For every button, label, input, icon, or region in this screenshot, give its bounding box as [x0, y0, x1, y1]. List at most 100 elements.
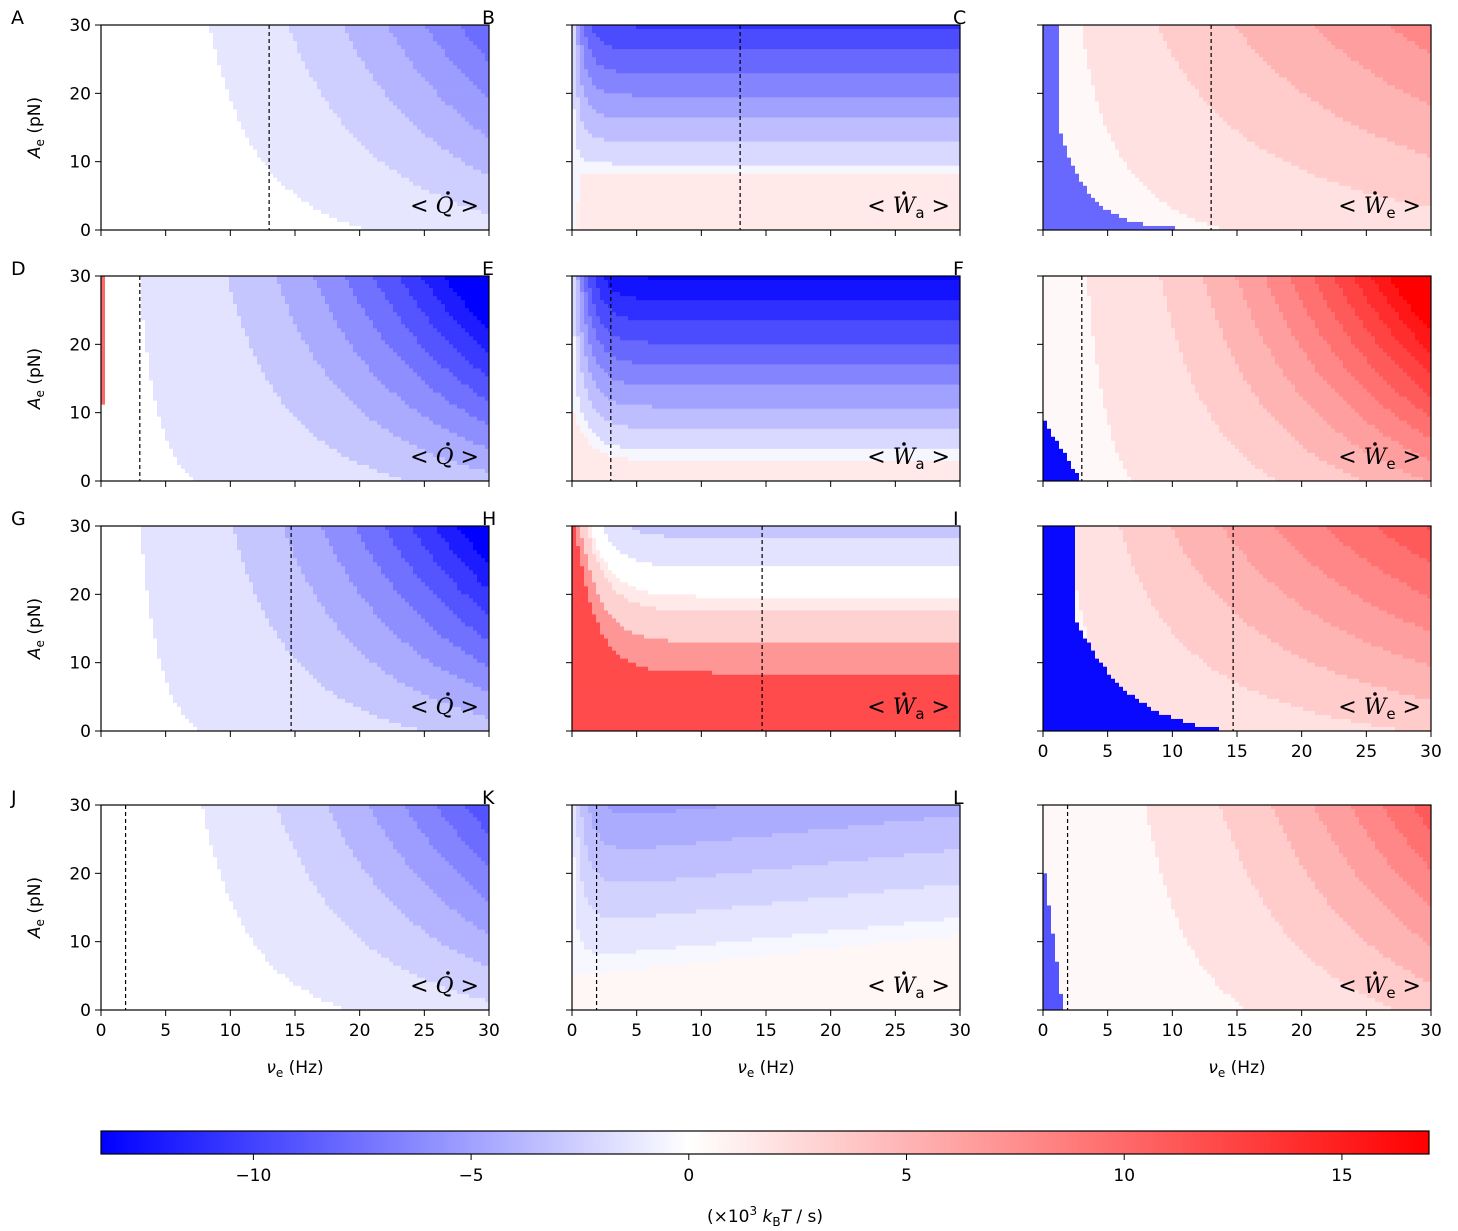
heatmap-cell [289, 217, 294, 223]
heatmap-cell [193, 41, 198, 46]
heatmap-cell [121, 225, 126, 230]
heatmap-cell [333, 69, 338, 74]
heatmap-cell [353, 169, 358, 175]
heatmap-cell [429, 181, 434, 187]
heatmap-cell [349, 165, 354, 171]
heatmap-cell [281, 161, 286, 167]
heatmap-cell [193, 57, 198, 62]
heatmap-cell [205, 165, 210, 171]
heatmap-cell [193, 173, 198, 179]
heatmap-cell [109, 205, 114, 211]
heatmap-cell [285, 69, 290, 74]
heatmap-cell [289, 81, 294, 86]
heatmap-cell [369, 53, 374, 58]
heatmap-cell [209, 153, 214, 159]
heatmap-cell [461, 73, 466, 78]
heatmap-cell [177, 49, 182, 54]
heatmap-cell [373, 197, 378, 203]
heatmap-cell [221, 205, 226, 211]
heatmap-cell [477, 41, 482, 46]
heatmap-cell [269, 73, 274, 78]
heatmap-cell [333, 89, 338, 94]
heatmap-cell [333, 53, 338, 58]
heatmap-cell [245, 41, 250, 46]
heatmap-cell [341, 141, 346, 147]
heatmap-cell [233, 193, 238, 199]
heatmap-cell [453, 49, 458, 54]
heatmap-cell [377, 153, 382, 159]
heatmap-cell [353, 61, 358, 66]
heatmap-cell [285, 133, 290, 139]
heatmap-cell [413, 125, 418, 131]
heatmap-cell [413, 197, 418, 203]
heatmap-cell [373, 37, 378, 42]
heatmap-cell [469, 129, 474, 135]
heatmap-cell [397, 225, 402, 230]
heatmap-cell [249, 161, 254, 167]
heatmap-cell [105, 173, 110, 179]
heatmap-cell [572, 113, 577, 119]
heatmap-cell [245, 29, 250, 34]
heatmap-cell [345, 129, 350, 135]
heatmap-cell [133, 185, 138, 191]
heatmap-cell [289, 221, 294, 227]
heatmap-cell [213, 53, 218, 58]
heatmap-cell [353, 189, 358, 195]
heatmap-cell [149, 201, 154, 207]
heatmap-cell [405, 101, 410, 106]
heatmap-cell [173, 209, 178, 215]
heatmap-cell [237, 113, 242, 119]
heatmap-cell [233, 157, 238, 163]
heatmap-cell [481, 209, 486, 215]
heatmap-cell [313, 209, 318, 215]
heatmap-cell [477, 221, 482, 227]
heatmap-cell [393, 153, 398, 159]
heatmap-cell [389, 193, 394, 199]
heatmap-cell [469, 121, 474, 127]
heatmap-cell [213, 217, 218, 223]
heatmap-cell [157, 109, 162, 115]
heatmap-cell [477, 65, 482, 70]
heatmap-cell [129, 149, 134, 155]
heatmap-cell [417, 149, 422, 155]
heatmap-cell [425, 149, 430, 155]
heatmap-cell [445, 205, 450, 211]
heatmap-cell [465, 137, 470, 143]
heatmap-cell [361, 69, 366, 74]
heatmap-cell [289, 141, 294, 147]
heatmap-cell [173, 197, 178, 203]
heatmap-cell [233, 25, 238, 30]
heatmap-cell [233, 81, 238, 86]
heatmap-cell [189, 153, 194, 159]
heatmap-cell [133, 93, 138, 98]
heatmap-cell [153, 89, 158, 94]
heatmap-cell [453, 189, 458, 195]
heatmap-cell [233, 101, 238, 106]
heatmap-cell [377, 177, 382, 183]
heatmap-cell [437, 213, 442, 219]
heatmap-cell [405, 149, 410, 155]
heatmap-cell [197, 37, 202, 42]
heatmap-cell [285, 141, 290, 147]
heatmap-cell [445, 49, 450, 54]
heatmap-cell [309, 117, 314, 123]
heatmap-cell [225, 205, 230, 211]
heatmap-cell [293, 129, 298, 135]
heatmap-cell [301, 205, 306, 211]
heatmap-cell [317, 209, 322, 215]
heatmap-cell [325, 121, 330, 127]
heatmap-cell [477, 69, 482, 74]
heatmap-cell [393, 217, 398, 223]
heatmap-cell [205, 221, 210, 227]
heatmap-cell [349, 201, 354, 207]
heatmap-cell [113, 69, 118, 74]
heatmap-cell [389, 165, 394, 171]
heatmap-cell [441, 101, 446, 106]
heatmap-cell [137, 57, 142, 62]
heatmap-cell [109, 149, 114, 155]
heatmap-cell [193, 69, 198, 74]
heatmap-cell [417, 109, 422, 115]
heatmap-cell [433, 177, 438, 183]
heatmap-cell [461, 57, 466, 62]
heatmap-cell [125, 201, 130, 207]
